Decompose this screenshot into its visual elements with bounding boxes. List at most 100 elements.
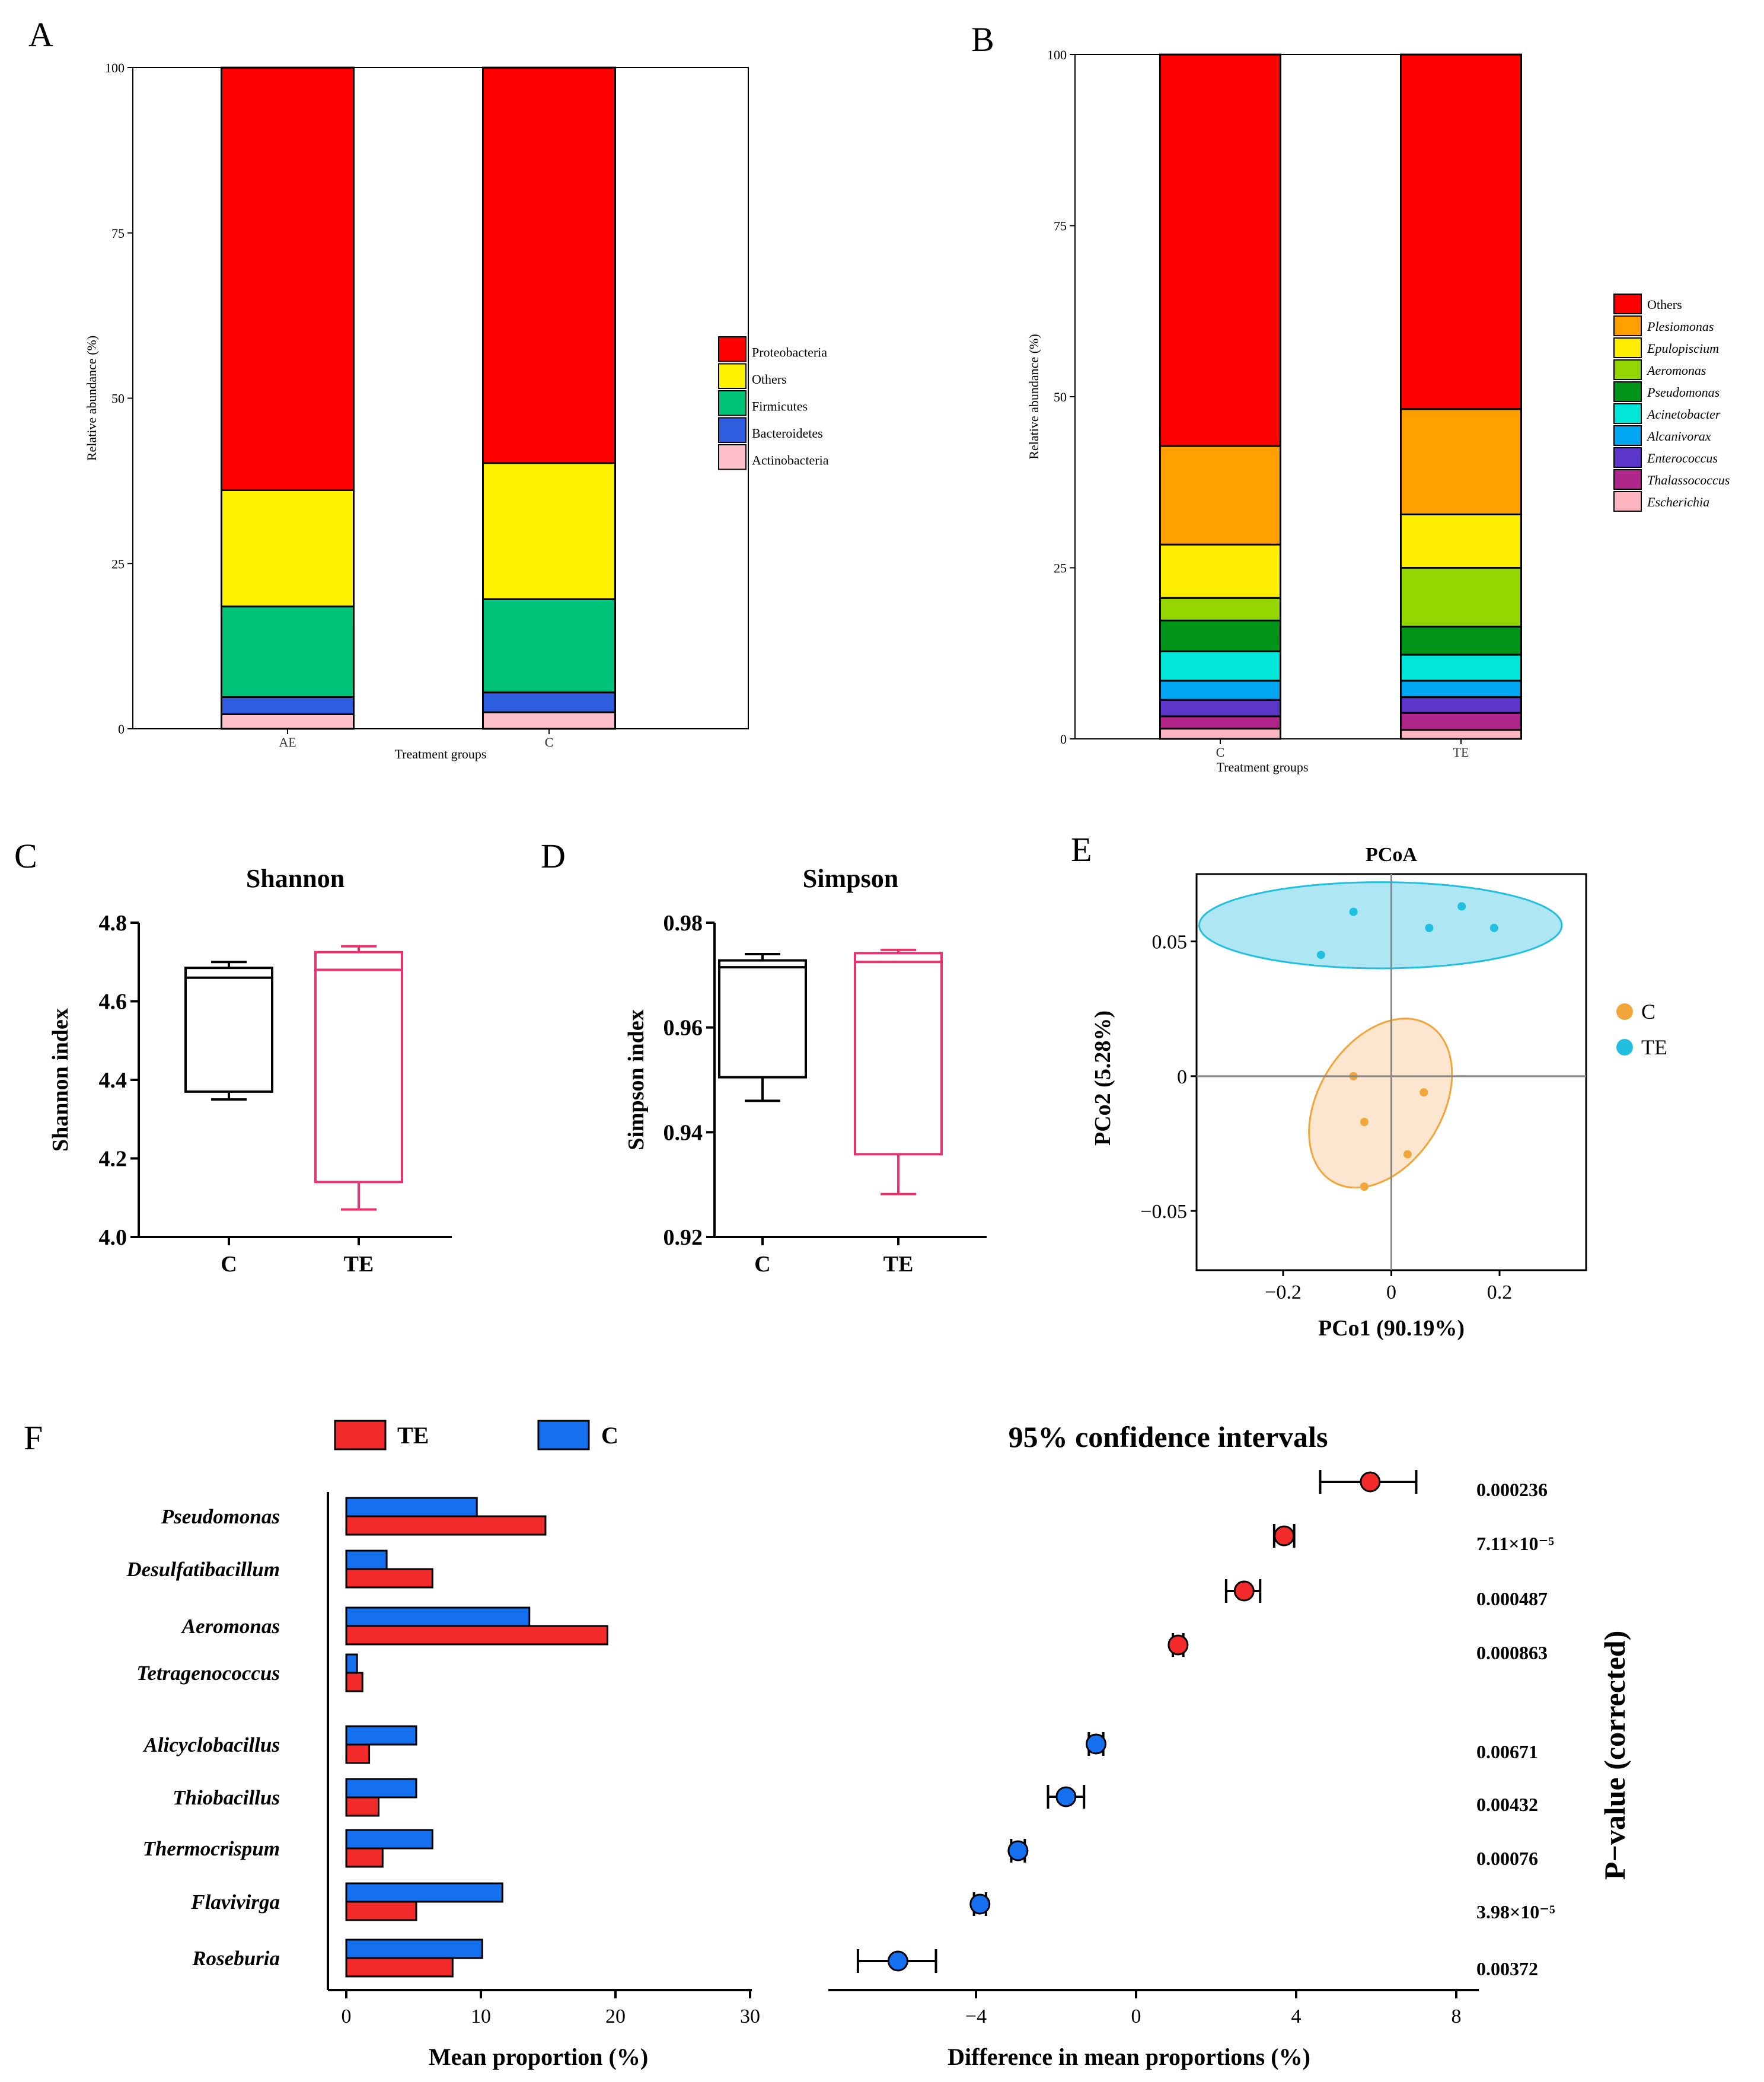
x-tick-label: TE bbox=[344, 1252, 374, 1277]
point-C bbox=[1420, 1088, 1428, 1097]
bar-segment-thalassococcus bbox=[1159, 715, 1281, 730]
p-value-label: 0.000487 bbox=[1476, 1588, 1548, 1609]
confidence-interval-chart: 0.000236 7.11×10⁻⁵ 0.000487 0.000863 0.00671… bbox=[828, 1420, 1631, 2070]
y-tick-label: 100 bbox=[1047, 47, 1067, 62]
p-value-label: 0.00432 bbox=[1476, 1794, 1538, 1815]
bar-TE bbox=[345, 1743, 371, 1764]
x-tick-label: 20 bbox=[605, 2006, 626, 2027]
confidence-ellipse-C bbox=[1308, 1018, 1453, 1189]
bar-segment-others bbox=[1400, 53, 1522, 410]
category-label: Desulfatibacillum bbox=[126, 1558, 280, 1581]
y-tick-label: 0.05 bbox=[1152, 932, 1188, 954]
bar-segment-others bbox=[1159, 53, 1281, 447]
bar-segment-aeromonas bbox=[1400, 567, 1522, 628]
x-tick-label: −0.2 bbox=[1265, 1281, 1302, 1303]
bar-segment-epulopiscium bbox=[1159, 543, 1281, 599]
y-tick-label: 4.0 bbox=[99, 1225, 127, 1250]
bar-segment-enterococcus bbox=[1159, 699, 1281, 718]
difference-point bbox=[969, 1893, 991, 1915]
x-tick-label: 4 bbox=[1291, 2006, 1302, 2027]
y-tick-label: 0.94 bbox=[664, 1120, 703, 1145]
legend-label: Firmicutes bbox=[752, 399, 808, 414]
legend-label: Acinetobacter bbox=[1646, 407, 1721, 422]
bar-C bbox=[345, 1938, 483, 1959]
difference-point bbox=[887, 1950, 908, 1972]
point-TE bbox=[1489, 923, 1498, 932]
bar-segment-proteobacteria bbox=[221, 66, 355, 491]
x-tick-label: 30 bbox=[740, 2006, 760, 2027]
legend-swatch bbox=[718, 444, 747, 470]
x-tick-label: TE bbox=[883, 1252, 914, 1277]
bar-TE bbox=[345, 1568, 433, 1589]
legend-label: Others bbox=[752, 372, 787, 387]
chart-title: Simpson bbox=[803, 864, 898, 893]
panel-label-B: B bbox=[971, 20, 994, 59]
bar-C bbox=[345, 1725, 417, 1746]
panel-label-E: E bbox=[1071, 830, 1092, 869]
x-axis-label: Difference in mean proportions (%) bbox=[948, 2043, 1310, 2070]
point-C bbox=[1403, 1150, 1412, 1159]
bar-C bbox=[345, 1778, 417, 1799]
bar-segment-bacteroidetes bbox=[482, 691, 616, 713]
p-value-label: 0.00076 bbox=[1476, 1848, 1538, 1869]
bar-segment-epulopiscium bbox=[1400, 513, 1522, 569]
x-tick-label: C bbox=[754, 1252, 770, 1277]
panel-label-D: D bbox=[541, 837, 566, 875]
pcoa-chart: −0.2 0 0.2 −0.05 0 0.05 PCoA PCo1 (90.19%) PCo2 … bbox=[1090, 844, 1667, 1341]
x-tick-label: AE bbox=[279, 735, 296, 750]
legend-label: C bbox=[1641, 1000, 1655, 1024]
difference-point bbox=[1007, 1840, 1029, 1861]
legend-swatch bbox=[718, 417, 747, 443]
category-label: Thiobacillus bbox=[173, 1786, 280, 1809]
bar-segment-plesiomonas bbox=[1159, 445, 1281, 546]
y-tick-label: 0.92 bbox=[664, 1225, 703, 1250]
x-axis-label: Treatment groups bbox=[1216, 760, 1308, 774]
legend-swatch bbox=[1613, 491, 1642, 512]
y-tick-label: 25 bbox=[111, 556, 125, 571]
bar-C bbox=[345, 1653, 358, 1674]
difference-point bbox=[1086, 1733, 1106, 1755]
legend-label: Proteobacteria bbox=[752, 345, 827, 360]
legend-swatch bbox=[718, 390, 747, 416]
legend-label: TE bbox=[1641, 1035, 1667, 1059]
legend-swatch-TE bbox=[334, 1420, 387, 1450]
legend-swatch bbox=[1613, 315, 1642, 336]
legend-label: Plesiomonas bbox=[1647, 319, 1714, 334]
difference-point bbox=[1360, 1471, 1381, 1493]
point-TE bbox=[1349, 907, 1358, 916]
y-axis-label: P−value (corrected) bbox=[1598, 1631, 1631, 1880]
p-value-label: 0.00372 bbox=[1476, 1958, 1538, 1979]
stacked-chart-B: 0 25 50 75 100 C TE Treatment groups Relative ab… bbox=[1026, 47, 1730, 774]
bar-segment-pseudomonas bbox=[1400, 626, 1522, 656]
bar-segment-proteobacteria bbox=[482, 66, 616, 464]
y-tick-label: 100 bbox=[105, 60, 125, 75]
category-label: Pseudomonas bbox=[161, 1505, 280, 1528]
legend-swatch bbox=[1613, 337, 1642, 358]
x-tick-label: 10 bbox=[471, 2006, 491, 2027]
bar-C bbox=[345, 1882, 503, 1903]
y-tick-label: 0.98 bbox=[664, 911, 703, 936]
mean-proportion-chart: Pseudomonas Desulfatibacillum Aeromonas Tet… bbox=[126, 1420, 760, 2070]
category-label: Tetragenococcus bbox=[136, 1662, 280, 1685]
x-tick-label: −4 bbox=[965, 2006, 987, 2027]
category-label: Aeromonas bbox=[181, 1615, 280, 1638]
legend-marker-C bbox=[1616, 1003, 1633, 1020]
bar-segment-acinetobacter bbox=[1159, 650, 1281, 682]
x-tick-label: 0 bbox=[1131, 2006, 1141, 2027]
boxplot-C: 4.0 4.2 4.4 4.6 4.8 C TE Shannon Shannon index bbox=[48, 864, 452, 1277]
p-value-label: 0.000863 bbox=[1476, 1642, 1548, 1663]
y-tick-label: −0.05 bbox=[1140, 1201, 1187, 1223]
x-tick-label: 8 bbox=[1452, 2006, 1462, 2027]
p-value-label: 0.00671 bbox=[1476, 1741, 1538, 1762]
bar-segment-plesiomonas bbox=[1400, 408, 1522, 515]
y-tick-label: 4.8 bbox=[99, 911, 127, 936]
y-tick-label: 50 bbox=[1054, 390, 1067, 404]
legend-label: Aeromonas bbox=[1646, 363, 1706, 378]
y-tick-label: 0 bbox=[1060, 732, 1067, 747]
bar-segment-bacteroidetes bbox=[221, 696, 355, 715]
legend-label: Pseudomonas bbox=[1647, 385, 1720, 400]
y-axis-label: Relative abundance (%) bbox=[1026, 334, 1041, 459]
x-tick-label: C bbox=[221, 1252, 237, 1277]
bar-TE bbox=[345, 1796, 379, 1817]
point-TE bbox=[1316, 951, 1325, 959]
